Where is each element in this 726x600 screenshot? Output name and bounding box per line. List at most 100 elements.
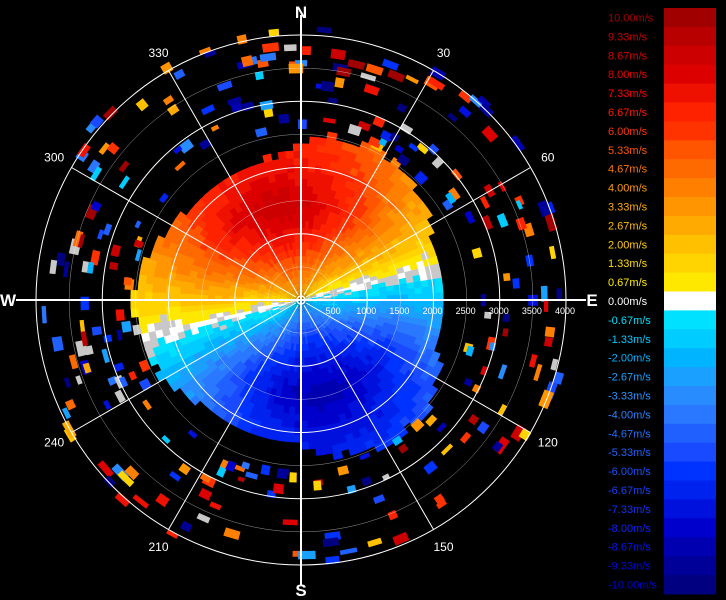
velocity-cell-1288	[221, 303, 230, 309]
velocity-cell-801	[253, 317, 262, 324]
velocity-cell-1047	[235, 305, 244, 311]
outer-echo-4	[543, 336, 554, 348]
velocity-cell-1591	[393, 304, 402, 312]
velocity-cell-934	[243, 284, 252, 290]
colorbar-label-14: 0.67m/s	[608, 277, 648, 289]
azimuth-label-60: 60	[541, 151, 555, 165]
azimuth-spoke-210	[168, 304, 299, 530]
velocity-cell-972	[335, 246, 343, 256]
velocity-cell-1468	[386, 290, 395, 297]
velocity-cell-905	[282, 348, 288, 357]
outer-echo-169	[245, 471, 258, 480]
velocity-cell-788	[277, 339, 284, 348]
colorbar-label-16: -0.67m/s	[608, 315, 651, 327]
velocity-cell-1026	[277, 354, 284, 363]
velocity-cell-1215	[351, 243, 361, 253]
velocity-cell-1200	[301, 220, 306, 229]
velocity-cell-1770	[193, 293, 202, 300]
velocity-cell-739	[337, 271, 346, 279]
velocity-cell-685	[257, 307, 266, 312]
velocity-cell-1885	[188, 321, 198, 330]
velocity-cell-1429	[253, 224, 262, 234]
velocity-cell-2365	[161, 327, 171, 337]
velocity-cell-500	[327, 281, 335, 287]
velocity-cell-587	[277, 269, 284, 277]
velocity-cell-662	[293, 336, 298, 345]
velocity-cell-997	[353, 320, 363, 328]
velocity-cell-1802	[312, 186, 320, 195]
velocity-cell-2216	[320, 425, 330, 435]
velocity-cell-706	[271, 265, 278, 273]
velocity-cell-1828	[407, 288, 416, 296]
velocity-cell-704	[267, 268, 275, 276]
velocity-cell-949	[269, 249, 276, 258]
velocity-cell-1833	[405, 316, 415, 325]
velocity-cell-2246	[166, 319, 176, 329]
outer-echo-131	[166, 529, 179, 539]
velocity-cell-2283	[322, 159, 332, 169]
velocity-cell-574	[264, 290, 273, 294]
velocity-cell-2163	[321, 166, 331, 175]
velocity-cell-817	[252, 278, 261, 285]
outer-echo-205	[254, 71, 264, 81]
outer-echo-198	[237, 476, 245, 483]
velocity-cell-648	[320, 329, 328, 338]
velocity-cell-145	[309, 295, 318, 299]
velocity-cell-264	[316, 292, 324, 296]
velocity-cell-1238	[364, 329, 374, 337]
outer-echo-80	[337, 465, 350, 476]
velocity-cell-2548	[405, 178, 418, 191]
outer-echo-7	[268, 28, 280, 37]
colorbar-swatch-14	[664, 272, 716, 292]
velocity-cell-1509	[253, 374, 262, 384]
outer-echo-221	[496, 212, 509, 228]
velocity-cell-1286	[222, 310, 231, 317]
velocity-cell-671	[274, 329, 281, 338]
outer-echo-197	[543, 299, 549, 312]
outer-echo-166	[497, 403, 508, 416]
colorbar-swatch-1	[664, 26, 716, 47]
velocity-cell-658	[302, 336, 306, 345]
velocity-cell-213	[284, 296, 293, 299]
velocity-cell-681	[260, 314, 268, 321]
velocity-cell-995	[356, 315, 365, 321]
velocity-cell-141	[309, 292, 317, 297]
velocity-cell-481	[302, 262, 306, 271]
velocity-cell-2155	[267, 174, 277, 184]
colorbar-label-10: 3.33m/s	[608, 201, 648, 213]
velocity-cell-903	[288, 349, 293, 358]
velocity-cell-1659	[211, 249, 221, 258]
velocity-cell-1273	[247, 353, 256, 362]
velocity-cell-1218	[359, 253, 369, 262]
outer-echo-0	[327, 97, 339, 104]
velocity-cell-132	[306, 286, 312, 293]
outer-echo-103	[537, 199, 551, 218]
velocity-cell-323	[278, 304, 287, 309]
velocity-cell-1441	[305, 206, 312, 215]
velocity-cell-2533	[154, 235, 166, 247]
velocity-cell-798	[257, 323, 266, 331]
velocity-cell-174	[303, 308, 307, 317]
velocity-cell-1532	[207, 284, 217, 291]
velocity-cell-444	[271, 305, 280, 310]
velocity-cell-1651	[200, 288, 209, 296]
velocity-cell-2512	[323, 445, 334, 455]
velocity-cell-348	[287, 280, 293, 288]
velocity-cell-1682	[311, 193, 319, 202]
velocity-cell-1268	[264, 363, 272, 373]
velocity-cell-2456	[152, 313, 161, 324]
velocity-cell-633	[337, 305, 346, 310]
velocity-cell-724	[310, 249, 315, 258]
outer-echo-239	[544, 326, 556, 338]
velocity-cell-1069	[265, 243, 273, 252]
velocity-cell-879	[345, 323, 354, 330]
velocity-cell-1308	[254, 232, 263, 242]
velocity-cell-368	[310, 272, 316, 280]
velocity-cell-214	[284, 295, 293, 299]
velocity-cell-927	[242, 305, 251, 310]
velocity-cell-1825	[404, 270, 414, 279]
outer-echo-241	[378, 137, 388, 147]
outer-echo-3	[61, 407, 72, 420]
velocity-cell-853	[333, 254, 341, 263]
velocity-cell-1531	[207, 289, 216, 296]
